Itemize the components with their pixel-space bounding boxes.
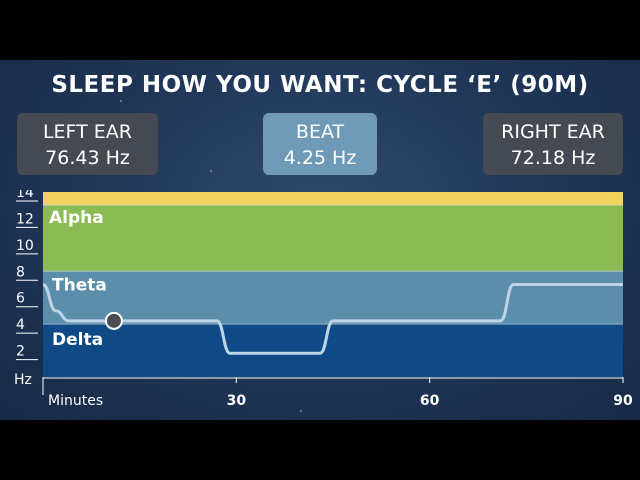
y-tick-label: 12	[16, 211, 34, 227]
page-title: SLEEP HOW YOU WANT: CYCLE ‘E’ (90M)	[51, 72, 589, 98]
y-tick-label: 14	[16, 190, 34, 201]
video-frame: SLEEP HOW YOU WANT: CYCLE ‘E’ (90M) LEFT…	[0, 60, 640, 420]
star	[420, 90, 422, 92]
left-ear-panel: LEFT EAR 76.43 Hz	[17, 113, 158, 175]
left-ear-label: LEFT EAR	[42, 121, 133, 143]
x-tick-label: 30	[227, 393, 247, 409]
frequency-chart: Alpha Theta Delta 14 12 10 8 6 4 2 30 60 90 Hz Min…	[14, 190, 633, 409]
y-axis-ticks: 14 12 10 8 6 4 2	[16, 190, 38, 361]
x-tick-label: 90	[613, 393, 633, 409]
band-top	[43, 192, 623, 206]
right-ear-label: RIGHT EAR	[501, 121, 605, 143]
y-tick-label: 6	[16, 291, 25, 307]
y-tick-label: 4	[16, 317, 25, 333]
band-label-delta: Delta	[52, 330, 103, 350]
frequency-bands: Alpha Theta Delta	[43, 192, 623, 377]
band-delta	[43, 324, 623, 377]
x-axis: 30 60 90	[42, 377, 633, 409]
left-ear-value: 76.43 Hz	[45, 147, 130, 169]
y-tick-label: 10	[16, 238, 34, 254]
series-group	[42, 283, 623, 355]
band-label-alpha: Alpha	[49, 208, 104, 228]
right-ear-panel: RIGHT EAR 72.18 Hz	[483, 113, 623, 175]
y-tick-label: 8	[16, 264, 25, 280]
x-tick-label: 60	[420, 393, 440, 409]
x-axis-label: Minutes	[48, 393, 103, 409]
right-ear-value: 72.18 Hz	[510, 147, 596, 169]
y-axis-label: Hz	[14, 372, 32, 388]
star	[210, 170, 212, 172]
beat-panel: BEAT 4.25 Hz	[263, 113, 377, 175]
star	[300, 410, 302, 412]
band-alpha	[43, 205, 623, 272]
star	[60, 80, 62, 82]
band-theta	[43, 271, 623, 325]
position-marker	[104, 311, 123, 330]
series-line	[42, 283, 623, 355]
beat-label: BEAT	[295, 121, 345, 143]
y-tick-label: 2	[16, 344, 25, 360]
beat-value: 4.25 Hz	[283, 147, 357, 169]
star	[120, 100, 122, 102]
band-label-theta: Theta	[52, 275, 107, 295]
